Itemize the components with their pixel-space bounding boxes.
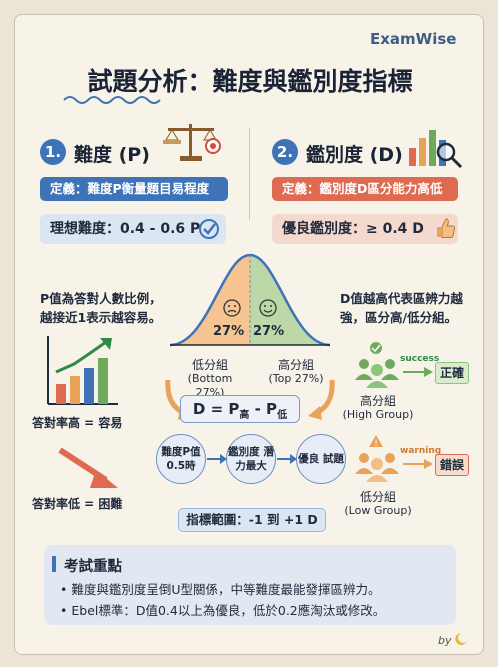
formula-minus: - P <box>249 400 278 418</box>
bell-curve-right-area <box>250 255 330 345</box>
bell-curve <box>169 253 331 347</box>
check-badge-icon <box>199 219 219 239</box>
ideal-difficulty-text: 理想難度：0.4 - 0.6 P <box>50 221 201 237</box>
discrimination-formula: D = P高 - P低 <box>180 395 300 423</box>
key-points-accent <box>52 556 56 572</box>
curve-high-group-title: 高分組 <box>277 358 314 372</box>
ideal-difficulty-box: 理想難度：0.4 - 0.6 P <box>40 214 226 244</box>
discrimination-heading: 鑑別度 (D) <box>306 144 403 166</box>
key-point-1-text: 難度與鑑別度呈倒U型關係，中等難度最能發揮區辨力。 <box>71 582 381 597</box>
discrimination-definition: 定義：鑑別度D區分能力高低 <box>272 177 458 201</box>
ideal-discrimination-box: 優良鑑別度：≥ 0.4 D <box>272 214 458 244</box>
warning-arrow <box>403 459 433 469</box>
formula-sub-high: 高 <box>239 410 250 421</box>
brand-logo: ExamWise <box>370 30 457 48</box>
curve-high-group-sub: (Top 27%) <box>268 372 324 385</box>
low-group-title: 低分組 <box>359 490 396 504</box>
page-title: 試題分析：難度與鑑別度指標 <box>87 67 413 96</box>
low-group-label: 低分組 (Low Group) <box>340 490 416 518</box>
flow-step-2: 鑑別度 潛力最大 <box>226 434 276 484</box>
key-point-2: • Ebel標準：D值0.4以上為優良，低於0.2應淘汰或修改。 <box>60 602 385 620</box>
thumbs-up-icon <box>437 218 456 238</box>
key-point-2-text: Ebel標準：D值0.4以上為優良，低於0.2應淘汰或修改。 <box>71 603 386 618</box>
rising-bar-chart-icon <box>47 336 118 405</box>
success-arrow <box>403 367 433 377</box>
wrong-badge: 錯誤 <box>435 454 469 476</box>
d-value-note: D值越高代表區辨力越 強，區分高/低分組。 <box>340 289 480 327</box>
curve-high-group-label: 高分組 (Top 27%) <box>260 358 332 386</box>
smile-face-icon <box>259 299 277 317</box>
high-group-people-icon <box>355 342 399 388</box>
flow-step-3: 優良 試題 <box>296 434 346 484</box>
difficulty-heading: 難度 (P) <box>74 144 150 166</box>
high-group-title: 高分組 <box>359 394 396 408</box>
warning-tag: warning <box>400 446 442 456</box>
moon-logo-icon <box>455 632 467 645</box>
flow-arrow-2 <box>277 454 297 464</box>
formula-sub-low: 低 <box>277 410 288 421</box>
svg-text:!: ! <box>374 439 378 449</box>
low-group-people-icon: ! <box>355 435 399 482</box>
p-value-note-line-1: P值為答對人數比例， <box>40 291 162 306</box>
p-value-note-line-2: 越接近1表示越容易。 <box>40 310 162 325</box>
success-tag: success <box>400 354 440 364</box>
formula-lhs: D = P <box>192 400 240 418</box>
flow-step-1: 難度P值 0.5時 <box>156 434 206 484</box>
bell-curve-left-area <box>170 255 250 345</box>
difficulty-definition: 定義：難度P衡量題目易程度 <box>40 177 228 201</box>
hard-label: 答對率低 = 困難 <box>32 497 123 511</box>
bullet-icon: • <box>60 603 72 618</box>
low-group-sub: (Low Group) <box>344 504 412 517</box>
high-group-sub: (High Group) <box>342 408 414 421</box>
signature: by <box>438 634 452 647</box>
section-1-number: 1. <box>40 139 66 165</box>
p-value-note: P值為答對人數比例， 越接近1表示越容易。 <box>40 289 180 327</box>
falling-arrow-icon <box>58 447 118 488</box>
bullet-icon: • <box>60 582 72 597</box>
d-value-note-line-2: 強，區分高/低分組。 <box>340 310 458 325</box>
curve-low-group-label: 低分組 (Bottom 27%) <box>172 358 248 400</box>
high-group-label: 高分組 (High Group) <box>340 394 416 422</box>
key-points-title: 考試重點 <box>64 559 122 575</box>
index-range-box: 指標範圍：-1 到 +1 D <box>178 508 326 532</box>
curve-low-group-title: 低分組 <box>191 358 228 372</box>
section-divider <box>249 128 250 220</box>
key-point-1: • 難度與鑑別度呈倒U型關係，中等難度最能發揮區辨力。 <box>60 581 381 599</box>
correct-badge: 正確 <box>435 362 469 384</box>
easy-label: 答對率高 = 容易 <box>32 416 123 430</box>
balance-scale-icon <box>163 124 221 161</box>
neutral-face-icon <box>223 299 241 317</box>
top-percent-label: 27% <box>253 324 285 339</box>
title-underline-squiggle <box>63 96 161 104</box>
section-2-number: 2. <box>272 139 298 165</box>
d-value-note-line-1: D值越高代表區辨力越 <box>340 291 463 306</box>
ideal-discrimination-text: 優良鑑別度：≥ 0.4 D <box>282 221 424 237</box>
flow-arrow-1 <box>207 454 227 464</box>
bottom-percent-label: 27% <box>213 324 245 339</box>
key-points-box <box>44 545 456 625</box>
bar-chart-magnifier-icon <box>409 130 463 169</box>
